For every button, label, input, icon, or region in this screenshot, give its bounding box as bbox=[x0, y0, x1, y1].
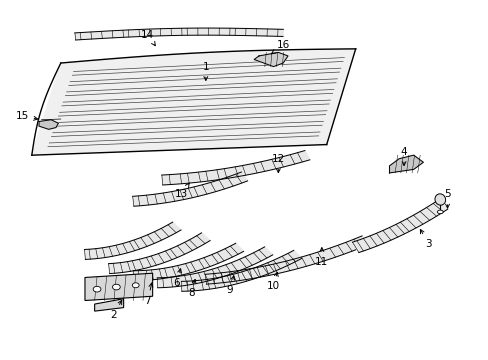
Ellipse shape bbox=[436, 210, 442, 214]
Polygon shape bbox=[85, 273, 152, 301]
Ellipse shape bbox=[434, 194, 445, 205]
Polygon shape bbox=[108, 233, 210, 274]
Polygon shape bbox=[181, 251, 301, 291]
Polygon shape bbox=[157, 247, 272, 288]
Text: 6: 6 bbox=[173, 269, 181, 288]
Text: 14: 14 bbox=[141, 30, 155, 46]
Polygon shape bbox=[39, 120, 58, 129]
Text: 10: 10 bbox=[266, 272, 280, 291]
Circle shape bbox=[112, 284, 120, 290]
Polygon shape bbox=[84, 222, 181, 260]
Polygon shape bbox=[389, 155, 423, 173]
Polygon shape bbox=[32, 49, 355, 155]
Text: 16: 16 bbox=[271, 40, 289, 54]
Text: 15: 15 bbox=[16, 111, 38, 121]
Text: 7: 7 bbox=[144, 283, 153, 306]
Polygon shape bbox=[352, 201, 447, 252]
Polygon shape bbox=[75, 28, 283, 40]
Text: 12: 12 bbox=[271, 154, 285, 172]
Text: 5: 5 bbox=[443, 189, 450, 208]
Text: 11: 11 bbox=[315, 248, 328, 266]
Circle shape bbox=[132, 283, 139, 288]
Text: 4: 4 bbox=[400, 147, 407, 166]
Polygon shape bbox=[95, 299, 123, 311]
Text: 8: 8 bbox=[187, 279, 196, 298]
Polygon shape bbox=[132, 172, 247, 206]
Text: 9: 9 bbox=[226, 276, 234, 295]
Text: 13: 13 bbox=[175, 183, 189, 199]
Text: 3: 3 bbox=[420, 229, 430, 249]
Polygon shape bbox=[162, 150, 309, 185]
Polygon shape bbox=[133, 243, 243, 281]
Polygon shape bbox=[204, 236, 368, 284]
Circle shape bbox=[93, 286, 101, 292]
Text: 2: 2 bbox=[110, 300, 122, 320]
Polygon shape bbox=[254, 53, 287, 67]
Text: 1: 1 bbox=[202, 62, 209, 80]
